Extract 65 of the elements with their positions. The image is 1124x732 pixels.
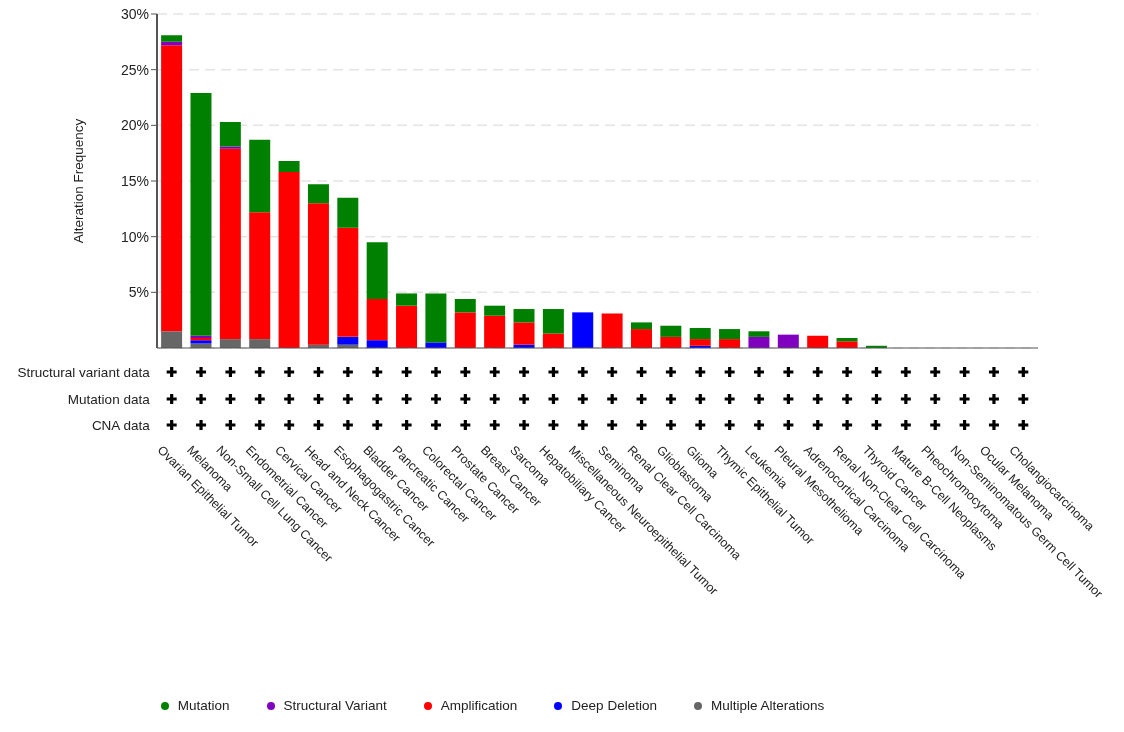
bar — [836, 337, 858, 342]
bar — [425, 293, 447, 343]
bar — [777, 334, 799, 348]
bar — [572, 312, 594, 348]
bar — [836, 341, 858, 348]
bar — [249, 139, 271, 213]
bar — [337, 197, 359, 228]
bar — [719, 329, 741, 340]
legend-label: Mutation — [177, 698, 230, 713]
bar — [689, 327, 711, 340]
bar — [219, 146, 241, 149]
bar — [513, 322, 535, 345]
bar — [748, 331, 770, 337]
bar — [366, 299, 388, 341]
y-tick-label: 30% — [120, 5, 149, 22]
legend-label: Amplification — [440, 698, 518, 713]
y-tick-label: 25% — [120, 61, 149, 78]
bar — [719, 339, 741, 348]
legend-label: Structural Variant — [283, 698, 387, 713]
bar — [425, 342, 447, 348]
bar — [748, 336, 770, 348]
bar — [307, 184, 329, 204]
y-tick-label: 10% — [120, 228, 149, 245]
legend-label: Multiple Alterations — [710, 698, 825, 713]
bar — [396, 305, 418, 348]
bar — [601, 313, 623, 348]
bar — [630, 329, 652, 348]
text: CNA data — [91, 417, 151, 433]
bar — [660, 336, 682, 348]
bar — [542, 309, 564, 334]
bar — [219, 339, 241, 348]
y-tick-label: 5% — [128, 284, 149, 301]
bar — [161, 41, 183, 46]
bar — [660, 325, 682, 337]
bar — [278, 172, 300, 348]
bar — [161, 35, 183, 42]
bar — [307, 203, 329, 345]
bar — [190, 93, 212, 336]
bar — [689, 339, 711, 346]
bar — [630, 322, 652, 330]
legend-label: Deep Deletion — [571, 698, 657, 713]
bar — [366, 340, 388, 348]
y-tick-label: 15% — [120, 172, 149, 189]
bar — [337, 336, 359, 345]
y-tick-label: 20% — [120, 117, 149, 134]
bar — [337, 227, 359, 337]
bar — [161, 331, 183, 348]
bar — [807, 335, 829, 348]
bar — [249, 339, 271, 348]
bar — [484, 305, 506, 316]
text: Structural variant data — [17, 364, 151, 380]
bar — [396, 293, 418, 306]
bar — [249, 212, 271, 340]
bar — [219, 121, 241, 147]
bar — [542, 333, 564, 348]
bar — [161, 45, 183, 332]
bar — [454, 312, 476, 348]
bar — [278, 160, 300, 173]
bar — [454, 299, 476, 313]
bar — [484, 315, 506, 348]
bar — [219, 148, 241, 340]
bar — [366, 242, 388, 300]
bar — [513, 309, 535, 323]
y-axis-title: Alteration Frequency — [70, 118, 86, 244]
text: Mutation data — [67, 391, 151, 407]
